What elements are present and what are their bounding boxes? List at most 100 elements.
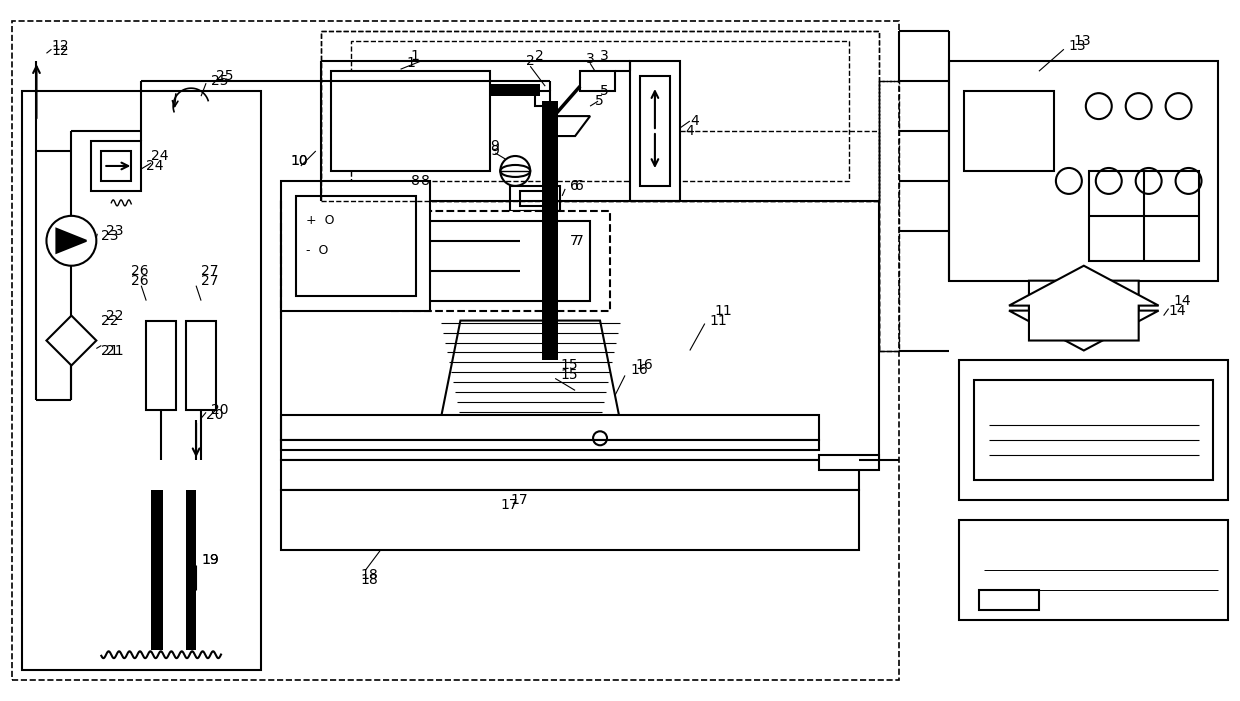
Text: 26: 26 [131,264,149,278]
Bar [92,141,141,191]
Bar [975,381,1214,480]
Text: 20: 20 [211,403,228,417]
Text: 14: 14 [1168,304,1187,318]
Bar [331,72,490,171]
Text: 1: 1 [410,49,419,63]
Bar [281,415,820,440]
Text: 18: 18 [361,573,378,587]
Text: 17: 17 [511,493,528,507]
Bar [542,101,558,360]
Bar [321,32,879,201]
Text: 23: 23 [102,229,119,243]
Text: 6: 6 [575,179,584,193]
Text: 3: 3 [585,53,594,66]
Bar [820,455,879,470]
Text: 16: 16 [635,358,652,372]
Text: 27: 27 [201,273,218,287]
Text: 14: 14 [1173,294,1192,308]
Bar [321,32,879,201]
Text: 19: 19 [201,553,218,567]
Bar [521,191,551,206]
Bar [536,91,551,106]
Text: 7: 7 [570,233,579,247]
Text: 8: 8 [420,174,429,188]
Text: 4: 4 [684,124,693,138]
Text: 21: 21 [107,343,124,358]
Bar [580,72,615,91]
Text: 24: 24 [151,149,169,163]
Bar [296,196,415,296]
Bar [281,201,879,461]
Polygon shape [1009,266,1158,341]
Text: 7: 7 [575,233,584,247]
Text: 15: 15 [560,358,578,372]
Bar [281,440,820,450]
Bar [391,211,610,311]
Text: 13: 13 [1069,39,1086,53]
Bar [281,181,430,311]
Text: 13: 13 [1074,34,1091,48]
Text: 15: 15 [560,369,578,383]
Bar [980,590,1039,610]
Bar [879,81,899,350]
Bar [410,221,590,301]
Text: 12: 12 [51,39,69,53]
Text: 2: 2 [536,49,544,63]
Bar [521,211,560,271]
Text: 12: 12 [51,44,69,58]
Polygon shape [57,229,87,253]
Text: 9: 9 [490,139,500,153]
Text: 26: 26 [131,273,149,287]
Text: 23: 23 [107,224,124,238]
Text: 21: 21 [102,343,119,358]
Bar [949,61,1219,280]
Polygon shape [46,315,97,365]
Text: 25: 25 [211,74,228,88]
Bar [186,490,196,650]
Bar [965,91,1054,171]
Bar [959,520,1229,620]
Text: -  O: - O [306,244,329,257]
Polygon shape [1009,280,1158,350]
Text: 1: 1 [405,56,415,70]
Text: 25: 25 [216,69,233,83]
Text: +  O: + O [306,215,335,227]
Bar [146,320,176,410]
Text: 24: 24 [146,159,164,173]
Text: 17: 17 [500,498,518,512]
Text: 9: 9 [490,144,500,158]
Text: 11: 11 [709,313,728,327]
Text: 16: 16 [630,363,647,377]
Bar [640,76,670,186]
Polygon shape [551,116,590,136]
Bar [102,151,131,181]
Text: 3: 3 [600,49,609,63]
Text: 4: 4 [689,114,698,128]
Polygon shape [440,320,620,421]
Text: 11: 11 [714,304,733,318]
Bar [151,490,164,650]
Bar [630,61,680,201]
Bar [186,320,216,410]
Bar [490,84,541,96]
Text: 27: 27 [201,264,218,278]
Text: 5: 5 [595,94,604,108]
Text: 19: 19 [201,553,218,567]
Bar [1089,171,1199,261]
Text: 5: 5 [600,84,609,98]
Bar [351,41,849,181]
Text: 10: 10 [291,154,309,168]
Text: 6: 6 [570,179,579,193]
Text: 10: 10 [291,154,309,168]
Bar [11,21,899,680]
Bar [511,186,560,211]
Text: 2: 2 [526,54,534,68]
Bar [281,461,859,490]
Text: 8: 8 [410,174,419,188]
Text: 18: 18 [361,568,378,582]
Text: 22: 22 [107,308,124,322]
Bar [281,490,859,550]
Text: 20: 20 [206,409,223,422]
Text: 22: 22 [102,313,119,327]
Bar [21,91,260,669]
